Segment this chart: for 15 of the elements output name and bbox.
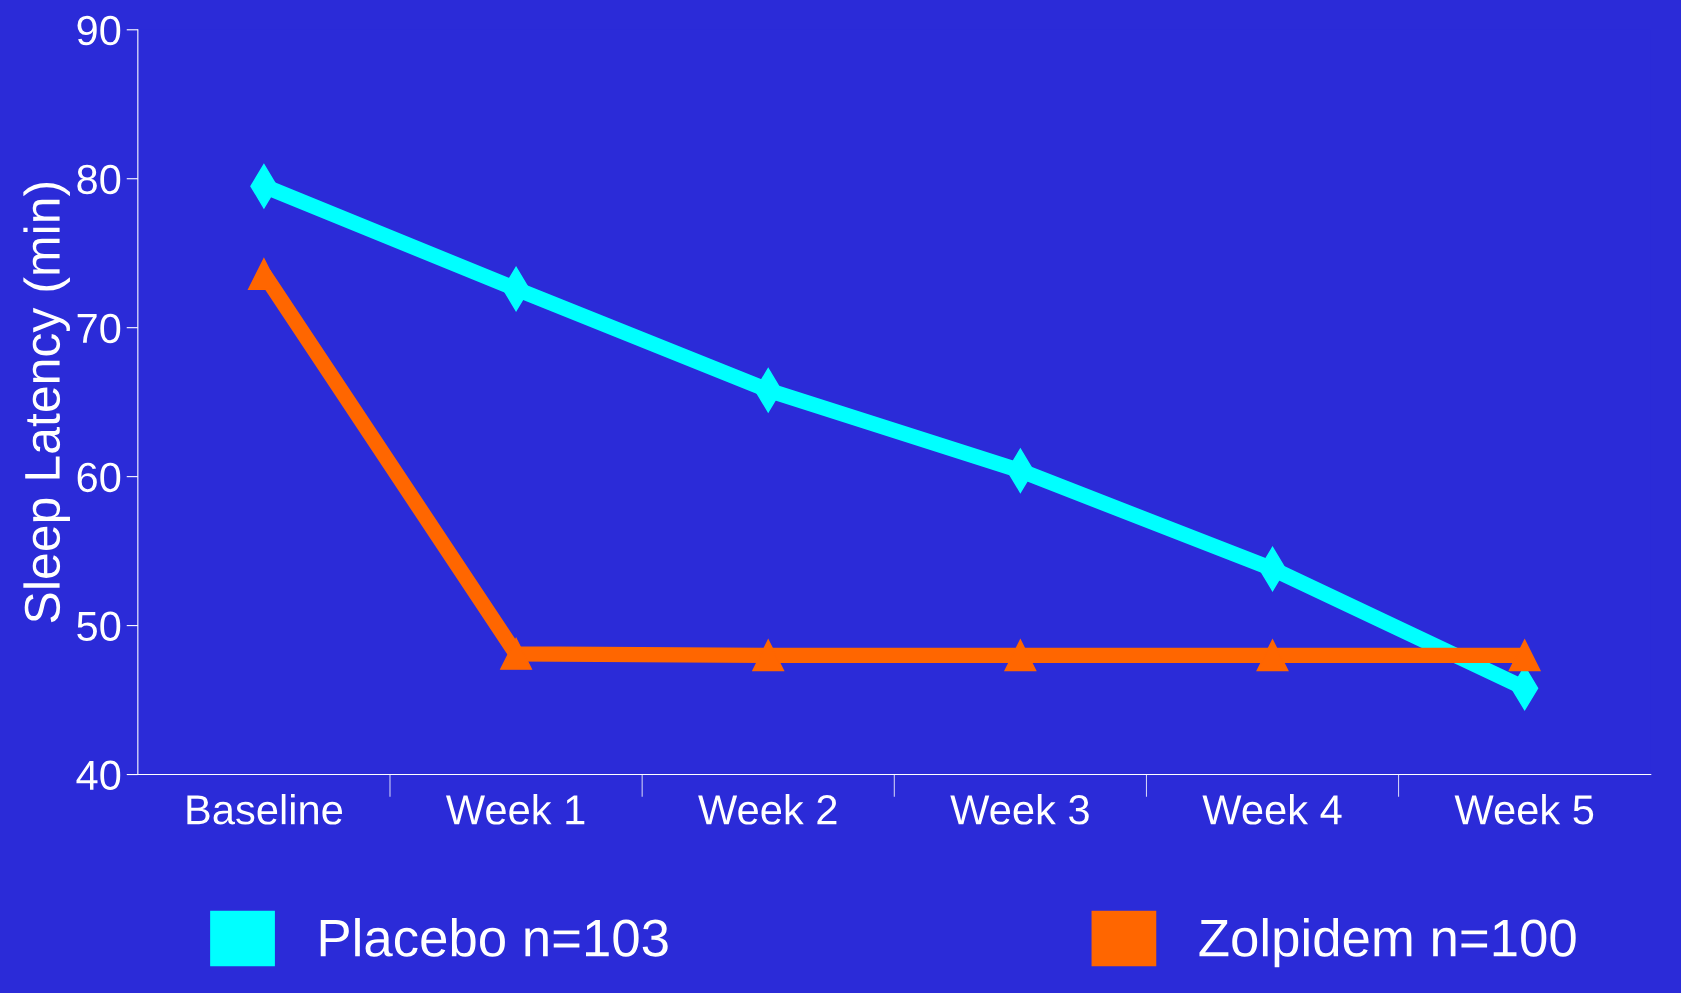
y-tick-label: 50 — [77, 611, 121, 642]
y-tick-label: 40 — [76, 760, 121, 791]
y-tick-label: 70 — [77, 313, 121, 344]
y-tick-label: 60 — [77, 462, 121, 493]
x-tick-label: Week 1 — [445, 793, 585, 825]
legend-label: Zolpidem n=100 — [1199, 918, 1576, 968]
legend-label: Placebo n=103 — [320, 918, 668, 957]
x-tick-label: Week 2 — [698, 793, 837, 825]
y-tick-label: 80 — [77, 164, 121, 195]
x-tick-label: Baseline — [187, 793, 342, 825]
x-tick-label: Week 4 — [1202, 793, 1342, 825]
y-axis-title: Sleep Latency (min) — [23, 182, 70, 623]
x-tick-label: Week 5 — [1454, 793, 1594, 825]
x-tick-label: Week 3 — [950, 793, 1089, 825]
y-tick-label: 90 — [77, 15, 121, 46]
